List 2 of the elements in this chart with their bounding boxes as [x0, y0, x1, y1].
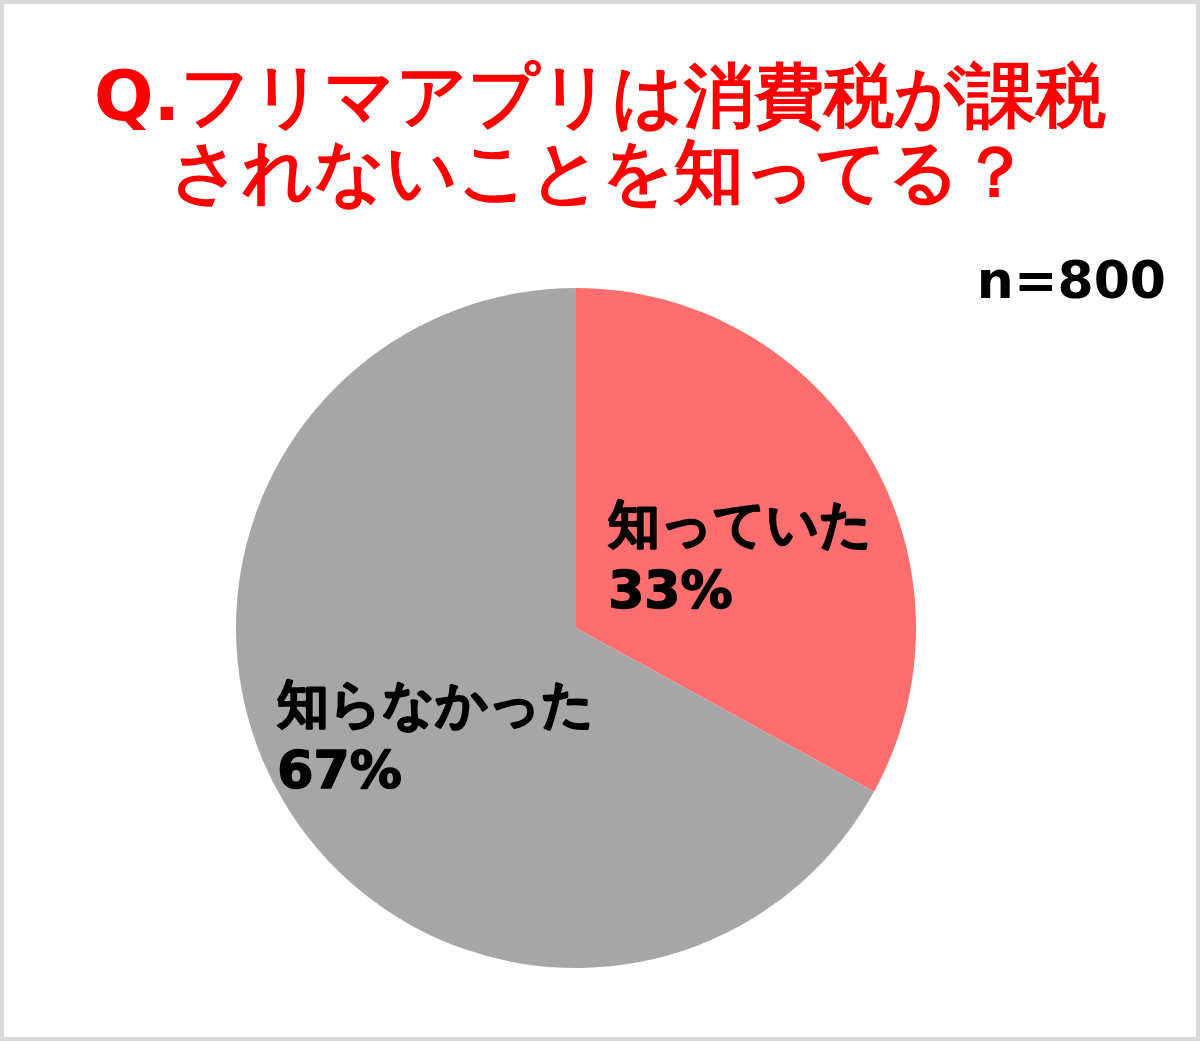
annotation: n=800	[976, 250, 1166, 310]
title: Q.フリマアプリは消費税が課税されないことを知ってる？	[92, 58, 1108, 210]
